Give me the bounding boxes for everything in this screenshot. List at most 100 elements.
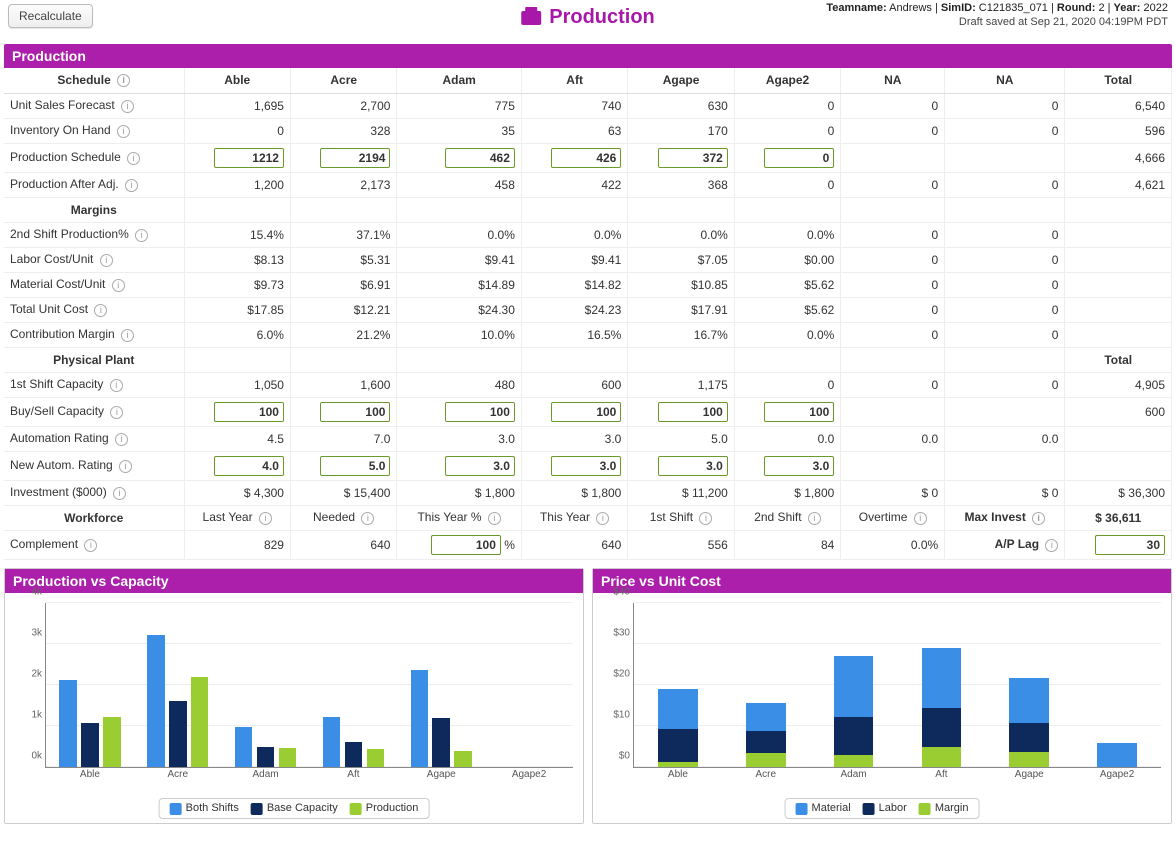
draft-saved-text: Draft saved at Sep 21, 2020 04:19PM PDT	[826, 16, 1168, 28]
cell-value: 600	[1065, 397, 1172, 426]
cell-value: 2194	[290, 143, 396, 172]
cell-value: 1,050	[184, 372, 290, 397]
cell-value: $9.41	[397, 247, 521, 272]
cell-value: $9.73	[184, 272, 290, 297]
info-icon[interactable]: i	[115, 433, 128, 446]
cell-value: 84	[734, 530, 840, 559]
cell-value: $24.23	[521, 297, 627, 322]
info-icon[interactable]: i	[488, 512, 501, 525]
cell-value: 100	[290, 397, 396, 426]
row-label: 1st Shift Capacity i	[4, 372, 184, 397]
workforce-subhead: Needed i	[290, 505, 396, 530]
row-label: Investment ($000) i	[4, 480, 184, 505]
production-table: Schedule iAbleAcreAdamAftAgapeAgape2NANA…	[4, 68, 1172, 560]
cell-value: 426	[521, 143, 627, 172]
chart2-title: Price vs Unit Cost	[593, 569, 1171, 593]
recalculate-button[interactable]: Recalculate	[8, 4, 93, 28]
info-icon[interactable]: i	[127, 152, 140, 165]
legend-item[interactable]: Margin	[919, 802, 969, 814]
numeric-input[interactable]: 3.0	[445, 456, 515, 476]
column-header: Adam	[397, 68, 521, 93]
cell-value: $5.62	[734, 297, 840, 322]
row-label: Labor Cost/Unit i	[4, 247, 184, 272]
legend-item[interactable]: Base Capacity	[251, 802, 338, 814]
info-icon[interactable]: i	[121, 100, 134, 113]
info-icon[interactable]: i	[361, 512, 374, 525]
info-icon[interactable]: i	[117, 125, 130, 138]
cell-value: 6.0%	[184, 322, 290, 347]
cell-value: 0	[945, 118, 1065, 143]
subhead-workforce: Workforce	[4, 505, 184, 530]
info-icon[interactable]: i	[112, 279, 125, 292]
legend-item[interactable]: Production	[350, 802, 419, 814]
numeric-input[interactable]: 0	[764, 148, 834, 168]
info-icon[interactable]: i	[596, 512, 609, 525]
numeric-input[interactable]: 1212	[214, 148, 284, 168]
numeric-input[interactable]: 100	[551, 402, 621, 422]
cell-value: 5.0	[628, 426, 734, 451]
numeric-input[interactable]: 100	[214, 402, 284, 422]
info-icon[interactable]: i	[1032, 512, 1045, 525]
info-icon[interactable]: i	[699, 512, 712, 525]
info-icon[interactable]: i	[110, 379, 123, 392]
info-icon[interactable]: i	[119, 460, 132, 473]
numeric-input[interactable]: 100	[658, 402, 728, 422]
info-icon[interactable]: i	[914, 512, 927, 525]
cell-value	[841, 143, 945, 172]
info-icon[interactable]: i	[1045, 539, 1058, 552]
numeric-input[interactable]: 100	[764, 402, 834, 422]
cell-value	[1065, 297, 1172, 322]
workforce-subhead: Last Year i	[184, 505, 290, 530]
info-icon[interactable]: i	[125, 179, 138, 192]
cell-value: 16.7%	[628, 322, 734, 347]
numeric-input[interactable]: 426	[551, 148, 621, 168]
column-header: Acre	[290, 68, 396, 93]
info-icon[interactable]: i	[94, 304, 107, 317]
cell-value: $7.05	[628, 247, 734, 272]
info-icon[interactable]: i	[135, 229, 148, 242]
numeric-input[interactable]: 5.0	[320, 456, 390, 476]
column-header: Agape2	[734, 68, 840, 93]
legend-item[interactable]: Labor	[863, 802, 907, 814]
legend-item[interactable]: Both Shifts	[170, 802, 239, 814]
cell-value: 422	[521, 172, 627, 197]
column-header: Aft	[521, 68, 627, 93]
cell-value: 829	[184, 530, 290, 559]
numeric-input[interactable]: 462	[445, 148, 515, 168]
legend-item[interactable]: Material	[796, 802, 851, 814]
info-icon[interactable]: i	[117, 74, 130, 87]
header-meta: Teamname: Andrews | SimID: C121835_071 |…	[826, 2, 1168, 28]
numeric-input[interactable]: 100	[445, 402, 515, 422]
info-icon[interactable]: i	[259, 512, 272, 525]
cell-value: 0	[841, 247, 945, 272]
cell-value: 35	[397, 118, 521, 143]
info-icon[interactable]: i	[121, 329, 134, 342]
numeric-input[interactable]: 2194	[320, 148, 390, 168]
cell-value: 372	[628, 143, 734, 172]
numeric-input[interactable]: 100	[320, 402, 390, 422]
info-icon[interactable]: i	[808, 512, 821, 525]
cell-value: 596	[1065, 118, 1172, 143]
cell-value: 0	[945, 322, 1065, 347]
cell-value: 100 %	[397, 530, 521, 559]
cell-value: $0.00	[734, 247, 840, 272]
cell-value: 458	[397, 172, 521, 197]
numeric-input[interactable]: 3.0	[764, 456, 834, 476]
cell-value: 0.0%	[734, 322, 840, 347]
cell-value: 0	[734, 118, 840, 143]
cell-value: $ 11,200	[628, 480, 734, 505]
info-icon[interactable]: i	[84, 539, 97, 552]
cell-value: 0.0	[841, 426, 945, 451]
numeric-input[interactable]: 100	[431, 535, 501, 555]
numeric-input[interactable]: 3.0	[551, 456, 621, 476]
info-icon[interactable]: i	[110, 406, 123, 419]
numeric-input[interactable]: 3.0	[658, 456, 728, 476]
info-icon[interactable]: i	[113, 487, 126, 500]
cell-value: $17.85	[184, 297, 290, 322]
info-icon[interactable]: i	[100, 254, 113, 267]
numeric-input[interactable]: 372	[658, 148, 728, 168]
cell-value: 0.0	[945, 426, 1065, 451]
numeric-input[interactable]: 30	[1095, 535, 1165, 555]
numeric-input[interactable]: 4.0	[214, 456, 284, 476]
cell-value	[1065, 272, 1172, 297]
